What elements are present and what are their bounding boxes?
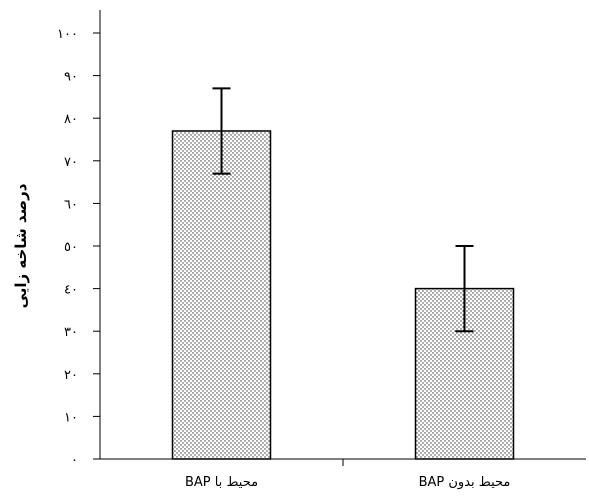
category-label: محیط بدون BAP xyxy=(419,475,511,490)
y-tick-label: ٧٠ xyxy=(64,155,78,170)
category-label: محیط با BAP xyxy=(185,475,258,490)
bars xyxy=(171,130,515,460)
y-ticks: ٠ ١٠ ٢٠ ٣٠ ٤٠ ٥٠ ٦٠ ٧٠ ٨٠ ٩٠ ١٠٠ xyxy=(57,27,100,468)
y-tick-label: ١٠ xyxy=(64,410,78,425)
y-tick-label: ٤٠ xyxy=(64,283,78,298)
y-tick-label: ٩٠ xyxy=(64,70,78,85)
category-labels: محیط با BAP محیط بدون BAP xyxy=(185,475,510,490)
y-tick-label: ٠ xyxy=(71,453,78,468)
y-tick-label: ٨٠ xyxy=(64,112,78,127)
bar xyxy=(171,130,272,460)
y-tick-label: ٥٠ xyxy=(64,240,78,255)
y-tick-label: ٦٠ xyxy=(64,197,78,212)
y-axis-title: درصد شاخه زایی xyxy=(12,183,30,308)
error-bars xyxy=(212,87,474,333)
y-tick-label: ١٠٠ xyxy=(57,27,78,42)
y-tick-label: ٣٠ xyxy=(64,325,78,340)
y-tick-label: ٢٠ xyxy=(64,368,78,383)
